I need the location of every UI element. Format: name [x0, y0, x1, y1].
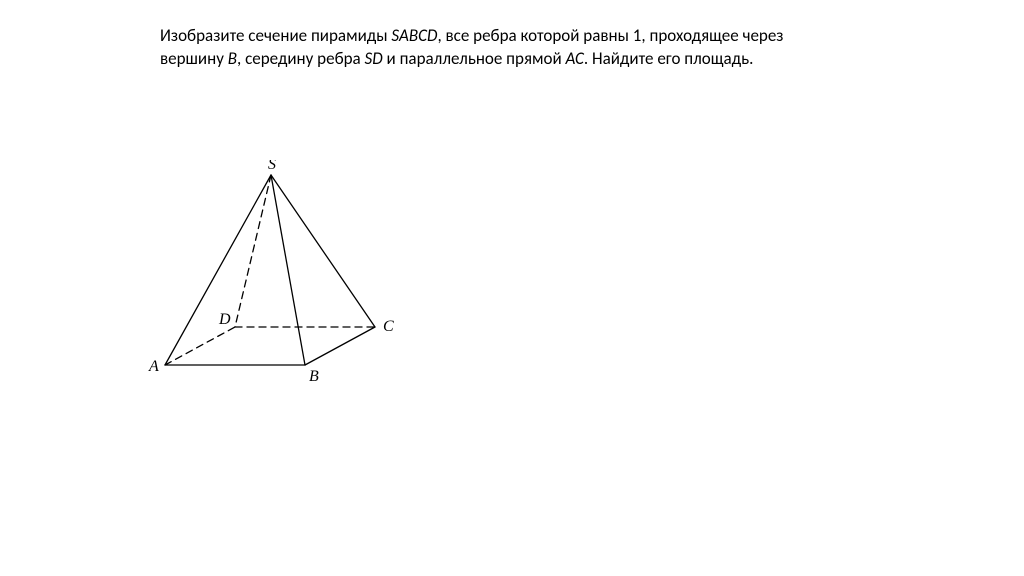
text-run: , середину ребра — [237, 48, 365, 69]
vertex-label-C: C — [383, 318, 394, 335]
problem-line-2: вершину B, середину ребра SD и параллель… — [160, 48, 890, 71]
vertex-label-S: S — [268, 160, 276, 173]
vertex-label-D: D — [218, 311, 231, 328]
edge-SB — [271, 175, 305, 365]
text-run: и параллельное прямой — [383, 48, 566, 69]
problem-line-1: Изобразите сечение пирамиды SABCD, все р… — [160, 25, 890, 48]
text-run: SABCD — [391, 25, 437, 46]
pyramid-figure: S A B C D — [135, 160, 415, 400]
text-run: вершину — [160, 48, 228, 69]
text-run: B — [228, 48, 237, 69]
edge-SC — [271, 175, 375, 327]
page: Изобразите сечение пирамиды S A B C D , все р… — [0, 0, 1024, 576]
edge-SD-hidden — [235, 175, 271, 327]
text-run: . Найдите его площадь. — [584, 48, 754, 69]
problem-text: Изобразите сечение пирамиды SABCD, все р… — [160, 25, 890, 71]
text-run: Изобразите сечение пирамиды — [160, 25, 391, 46]
text-run: SD — [365, 48, 383, 69]
text-run: AC — [566, 48, 584, 69]
vertex-label-B: B — [309, 368, 319, 385]
vertex-label-A: A — [148, 358, 159, 375]
edge-BC — [305, 327, 375, 365]
pyramid-svg: S A B C D — [135, 160, 415, 400]
text-run: , все ребра которой равны 1, проходящее … — [437, 25, 783, 46]
